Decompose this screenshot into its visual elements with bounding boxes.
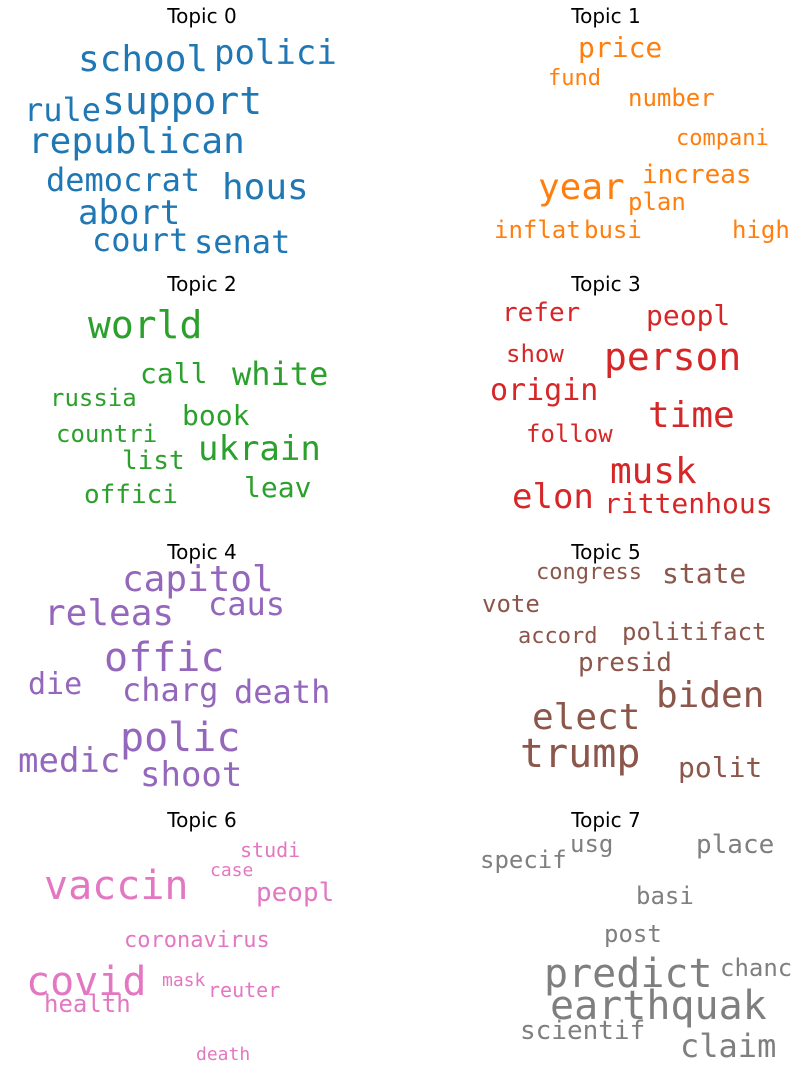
word: compani (676, 126, 769, 151)
word: abort (78, 193, 181, 233)
word: offic (104, 635, 225, 681)
word: year (538, 167, 625, 208)
word: high (732, 216, 790, 244)
word: leav (244, 471, 312, 504)
word: coronavirus (124, 928, 270, 953)
word: countri (56, 420, 158, 448)
word: death (196, 1044, 251, 1065)
word: mask (162, 970, 206, 991)
word: elect (532, 697, 641, 738)
topic-6-panel: Topic 6 studi case vaccin peopl coronavi… (0, 804, 404, 1072)
word: price (578, 31, 663, 64)
word: post (604, 920, 662, 948)
word: hous (222, 167, 309, 208)
word: vaccin (44, 863, 189, 909)
word: time (648, 395, 735, 436)
word: health (44, 990, 131, 1018)
topic-0-panel: Topic 0 school polici support rule repub… (0, 0, 404, 268)
word: releas (44, 593, 175, 634)
topic-title: Topic 7 (571, 808, 641, 832)
word: accord (518, 624, 598, 649)
word: fund (548, 66, 601, 91)
word: polic (120, 715, 241, 761)
word: world (88, 303, 203, 347)
topic-title: Topic 0 (167, 4, 237, 28)
word: vote (482, 590, 540, 618)
topic-title: Topic 3 (571, 272, 641, 296)
word: elon (512, 477, 594, 517)
word: congress (536, 560, 642, 585)
word: covid (26, 959, 147, 1005)
word: die (28, 667, 83, 702)
word: number (628, 84, 715, 112)
word: rittenhous (604, 487, 773, 520)
word: plan (628, 188, 686, 216)
word: origin (490, 373, 599, 408)
word: busi (584, 216, 642, 244)
word: polit (678, 751, 763, 784)
word: show (506, 340, 564, 368)
word: ukrain (198, 429, 321, 469)
word: inflat (494, 216, 581, 244)
word: presid (578, 648, 672, 678)
word: earthquak (550, 983, 767, 1029)
word: politifact (622, 618, 767, 646)
word: claim (680, 1027, 777, 1065)
word: musk (610, 451, 697, 492)
topic-title: Topic 2 (167, 272, 237, 296)
word: predict (544, 951, 713, 997)
topic-7-panel: Topic 7 usg place specif basi post predi… (404, 804, 808, 1072)
word: usg (570, 830, 614, 858)
word: reuter (208, 978, 281, 1002)
word: democrat (46, 161, 201, 199)
word: refer (502, 298, 581, 328)
word: republican (28, 121, 245, 162)
word: caus (208, 585, 286, 623)
word: studi (240, 838, 301, 862)
topic-4-panel: Topic 4 capitol releas caus offic die ch… (0, 536, 404, 804)
topic-title: Topic 4 (167, 540, 237, 564)
word: specif (480, 846, 567, 874)
word: basi (636, 882, 694, 910)
word: peopl (256, 878, 335, 908)
topic-title: Topic 5 (571, 540, 641, 564)
topic-title: Topic 6 (167, 808, 237, 832)
word: court (92, 221, 189, 259)
topic-title: Topic 1 (571, 4, 641, 28)
word: call (140, 357, 208, 390)
word: trump (520, 731, 641, 777)
word: increas (642, 160, 752, 190)
word: state (662, 557, 747, 590)
word: place (696, 830, 775, 860)
topic-3-panel: Topic 3 refer peopl show person origin t… (404, 268, 808, 536)
word: charg (122, 671, 219, 709)
word: medic (18, 741, 121, 781)
topic-1-panel: Topic 1 price fund number compani year i… (404, 0, 808, 268)
word: support (102, 79, 263, 123)
word: polici (214, 33, 337, 73)
word: white (232, 355, 329, 393)
word: follow (526, 420, 613, 448)
word: chanc (720, 954, 793, 982)
word: book (182, 399, 250, 432)
topic-5-panel: Topic 5 congress state vote accord polit… (404, 536, 808, 804)
word: senat (194, 223, 291, 261)
word: peopl (646, 299, 731, 332)
word: death (234, 673, 331, 711)
word: list (122, 446, 185, 476)
topic-2-panel: Topic 2 world call white russia book cou… (0, 268, 404, 536)
word: case (210, 860, 254, 881)
word: offici (84, 480, 178, 510)
word: shoot (140, 755, 243, 795)
word: scientif (520, 1016, 646, 1046)
word: person (604, 335, 742, 379)
word: rule (24, 91, 102, 129)
word: capitol (122, 559, 274, 600)
word: russia (50, 384, 137, 412)
word: biden (656, 675, 765, 716)
word: school (78, 39, 209, 80)
